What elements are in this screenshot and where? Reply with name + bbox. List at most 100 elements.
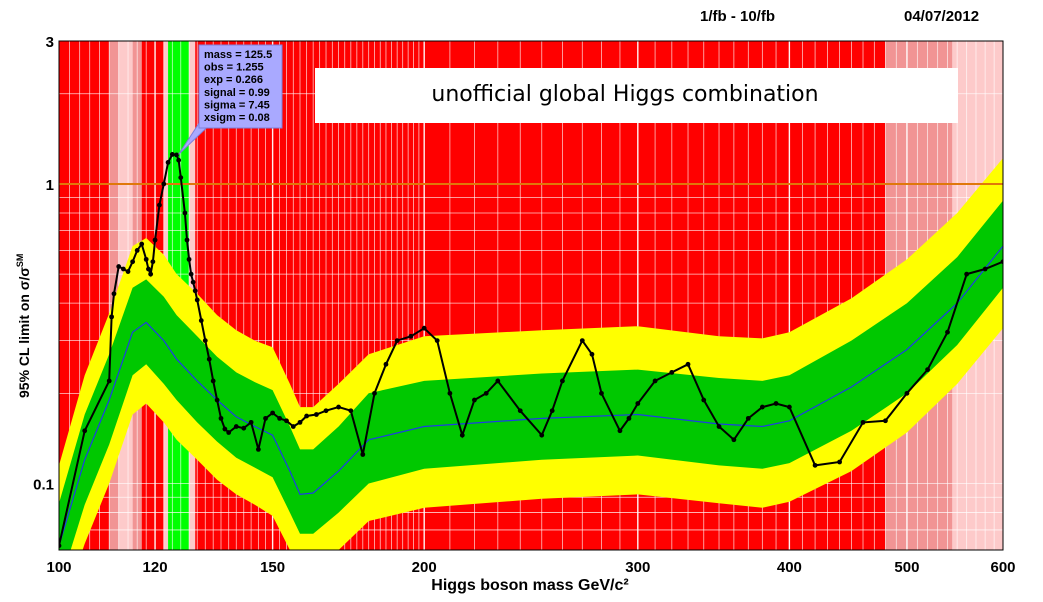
observed-point — [517, 408, 523, 414]
observed-point — [134, 248, 140, 253]
observed-point — [241, 425, 247, 431]
observed-point — [883, 418, 888, 424]
observed-point — [284, 418, 289, 424]
observed-point — [837, 459, 842, 465]
observed-point — [188, 271, 194, 277]
observed-point — [210, 378, 216, 384]
annotation-line: sigma = 7.45 — [204, 99, 270, 111]
observed-point — [447, 390, 453, 396]
observed-point — [336, 404, 341, 410]
observed-point — [860, 419, 866, 425]
observed-point — [539, 432, 545, 438]
observed-point — [82, 428, 88, 434]
observed-point — [314, 412, 319, 417]
observed-point — [198, 318, 204, 323]
observed-point — [297, 419, 303, 425]
chart-title-box: unofficial global Higgs combination — [315, 68, 958, 123]
observed-point — [178, 175, 184, 180]
observed-point — [945, 329, 950, 335]
observed-point — [176, 157, 182, 163]
observed-point — [218, 415, 224, 421]
svg-text:95% CL limit on σ/σSM: 95% CL limit on σ/σSM — [15, 254, 32, 398]
observed-point — [277, 415, 283, 421]
observed-point — [483, 390, 489, 396]
observed-point — [59, 543, 62, 549]
x-axis-label: Higgs boson mass GeV/c² — [431, 577, 628, 594]
observed-point — [202, 338, 208, 343]
observed-point — [731, 437, 737, 443]
observed-point — [222, 426, 228, 432]
observed-point — [812, 462, 818, 468]
observed-point — [174, 152, 179, 158]
observed-point — [685, 361, 691, 367]
observed-point — [226, 430, 232, 435]
observed-point — [383, 361, 389, 367]
observed-point — [925, 367, 931, 373]
observed-point — [459, 432, 465, 438]
observed-point — [152, 237, 158, 243]
observed-point — [904, 390, 910, 396]
observed-point — [206, 356, 212, 362]
x-tick-label: 600 — [990, 559, 1015, 576]
observed-point — [184, 237, 190, 243]
observed-point — [125, 269, 131, 274]
observed-point — [773, 401, 779, 406]
observed-point — [360, 452, 366, 457]
observed-point — [745, 415, 751, 421]
observed-point — [233, 424, 239, 429]
observed-point — [111, 291, 117, 297]
x-tick-label: 300 — [625, 559, 650, 576]
x-tick-label: 200 — [412, 559, 437, 576]
observed-point — [214, 397, 220, 403]
observed-point — [652, 378, 658, 384]
observed-point — [130, 259, 136, 265]
observed-point — [421, 325, 427, 331]
observed-point — [290, 424, 296, 429]
observed-point — [190, 279, 196, 285]
observed-point — [716, 424, 722, 429]
y-axis-label-sup: SM — [15, 254, 25, 268]
x-tick-label: 100 — [46, 559, 71, 576]
y-axis-label-main: 95% CL limit on σ/σ — [16, 267, 32, 398]
x-tick-label: 120 — [143, 559, 168, 576]
observed-point — [169, 151, 175, 157]
y-tick-label: 1 — [46, 177, 54, 194]
plot-frame — [58, 40, 1004, 551]
observed-point — [549, 408, 555, 414]
observed-point — [408, 333, 414, 339]
observed-point — [372, 390, 377, 396]
observed-point — [626, 415, 632, 421]
observed-point — [982, 266, 988, 272]
y-axis-label: 95% CL limit on σ/σSM — [15, 254, 32, 398]
observed-point — [192, 288, 198, 294]
observed-point — [434, 338, 440, 343]
observed-point — [150, 259, 156, 265]
observed-point — [146, 266, 151, 272]
observed-point — [599, 390, 604, 396]
band-1sigma — [59, 200, 1003, 550]
y-tick-label: 0.1 — [33, 477, 54, 494]
luminosity-label: 1/fb - 10/fb — [700, 8, 776, 25]
annotation-line: xsigm = 0.08 — [204, 112, 270, 124]
observed-point — [669, 369, 675, 375]
observed-point — [635, 401, 641, 406]
observed-point — [759, 404, 765, 410]
observed-point — [348, 408, 354, 414]
expected-line — [59, 245, 1003, 546]
observed-point — [194, 297, 200, 303]
observed-point — [157, 202, 162, 208]
observed-point — [182, 210, 188, 216]
sigma-bands — [59, 158, 1003, 550]
observed-point — [786, 404, 792, 410]
observed-point — [617, 428, 623, 434]
observed-point — [1000, 259, 1003, 265]
date-label: 04/07/2012 — [904, 8, 980, 25]
observed-point — [161, 181, 167, 187]
annotation-line: exp = 0.266 — [204, 74, 263, 86]
annotation-line: signal = 0.99 — [204, 87, 270, 99]
observed-point — [472, 397, 477, 403]
plot-area — [59, 41, 1003, 550]
y-tick-label: 3 — [46, 34, 54, 51]
